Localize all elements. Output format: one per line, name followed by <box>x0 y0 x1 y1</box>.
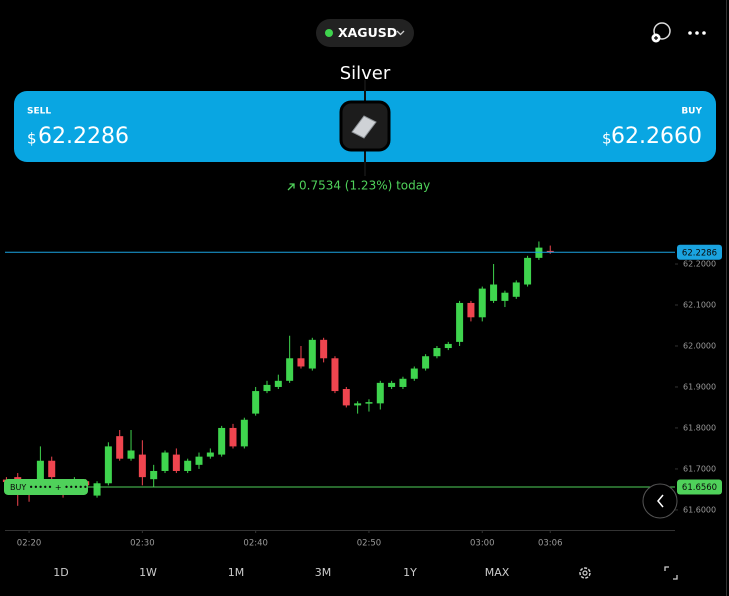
y-tick-label: 61.7000 <box>683 464 716 473</box>
expand-icon[interactable] <box>664 566 678 580</box>
sell-currency: $ <box>27 130 37 148</box>
y-tick-label: 62.0000 <box>683 341 716 350</box>
more-icon[interactable] <box>688 31 706 35</box>
candle-body <box>546 250 554 253</box>
candle-body <box>116 436 124 459</box>
candle-body <box>320 339 328 359</box>
candle-body <box>490 284 498 301</box>
candle-body <box>36 460 44 482</box>
settings-icon[interactable] <box>579 567 591 579</box>
candle-body <box>478 288 486 318</box>
candle-body <box>229 427 237 447</box>
chevron-down <box>396 30 405 36</box>
candle-body <box>410 368 418 379</box>
status-dot <box>325 29 333 37</box>
buy-price: 62.2660 <box>611 124 702 149</box>
x-tick-label: 03:06 <box>538 539 563 549</box>
candle-body <box>252 391 260 414</box>
candle-body <box>48 460 56 478</box>
sell-label: SELL <box>27 107 51 117</box>
candle-body <box>331 358 339 392</box>
y-tick-label: 62.2000 <box>683 260 716 269</box>
change: 0.7534 (1.23%) today <box>299 179 430 193</box>
candle-body <box>342 389 350 406</box>
candle-body <box>172 454 180 471</box>
candle-body <box>399 378 407 387</box>
candle-body <box>206 452 214 457</box>
candle-body <box>467 302 475 318</box>
candle-body <box>308 339 316 369</box>
chart: 61.6000 61.7000 61.8000 61.9000 62.0000 62.10… <box>2 241 722 549</box>
price-badge-label: 61.6560 <box>682 483 717 493</box>
y-tick-label: 61.9000 <box>683 382 716 391</box>
candle-body <box>354 403 362 406</box>
x-tick-label: 02:20 <box>17 539 42 549</box>
buy-currency: $ <box>602 130 612 148</box>
symbol: XAGUSD <box>338 25 397 40</box>
alert-icon[interactable] <box>651 22 671 43</box>
symbol-selector[interactable] <box>316 19 414 47</box>
candle-body <box>150 470 158 480</box>
candle-body <box>297 358 305 367</box>
order-tag <box>4 478 88 495</box>
candle-body <box>524 257 532 285</box>
candle-body <box>93 483 101 496</box>
candle-body <box>365 402 373 404</box>
range-button[interactable]: 1D <box>53 566 68 579</box>
candle-body <box>218 427 226 455</box>
range-button[interactable]: 1M <box>228 566 245 579</box>
price-badge-label: 62.2286 <box>682 248 717 258</box>
candle-body <box>263 384 271 392</box>
x-tick-label: 02:30 <box>130 539 155 549</box>
candle-body <box>161 452 169 471</box>
candle-body <box>388 382 396 387</box>
candle-body <box>274 380 282 387</box>
range-button[interactable]: MAX <box>485 566 510 579</box>
range-bar: 1D 1W 1M 3M 1Y MAX <box>53 566 509 579</box>
instrument-title: Silver <box>340 63 391 84</box>
range-button[interactable]: 1W <box>139 566 157 579</box>
candle-body <box>456 302 464 342</box>
y-tick-label: 61.8000 <box>683 423 716 432</box>
candle-body <box>240 419 248 447</box>
y-tick-label: 61.6000 <box>683 505 716 514</box>
order-tag-label: BUY ••••• + ••••• <box>10 483 88 492</box>
candle-body <box>433 348 441 357</box>
x-tick-label: 03:00 <box>470 539 495 549</box>
buy-label: BUY <box>681 107 702 117</box>
range-button[interactable]: 1Y <box>403 566 417 579</box>
instrument-icon <box>339 100 391 152</box>
collapse-button[interactable] <box>642 483 678 519</box>
candle-body <box>138 454 146 478</box>
candle-body <box>195 456 203 465</box>
price-badge <box>677 479 722 495</box>
candle-body <box>127 450 135 459</box>
candle-body <box>286 358 294 381</box>
candle-body <box>512 282 520 297</box>
price-badge <box>677 244 722 260</box>
up-arrow <box>287 183 295 191</box>
candle-body <box>501 292 509 301</box>
candle-body <box>444 343 452 349</box>
y-tick-label: 62.1000 <box>683 301 716 310</box>
candle-body <box>376 382 384 404</box>
range-button[interactable]: 3M <box>315 566 332 579</box>
candle-body <box>104 446 112 484</box>
x-tick-label: 02:40 <box>243 539 268 549</box>
sell-price: 62.2286 <box>38 124 129 149</box>
x-tick-label: 02:50 <box>357 539 382 549</box>
candle-body <box>422 356 430 369</box>
candle-body <box>184 460 192 471</box>
